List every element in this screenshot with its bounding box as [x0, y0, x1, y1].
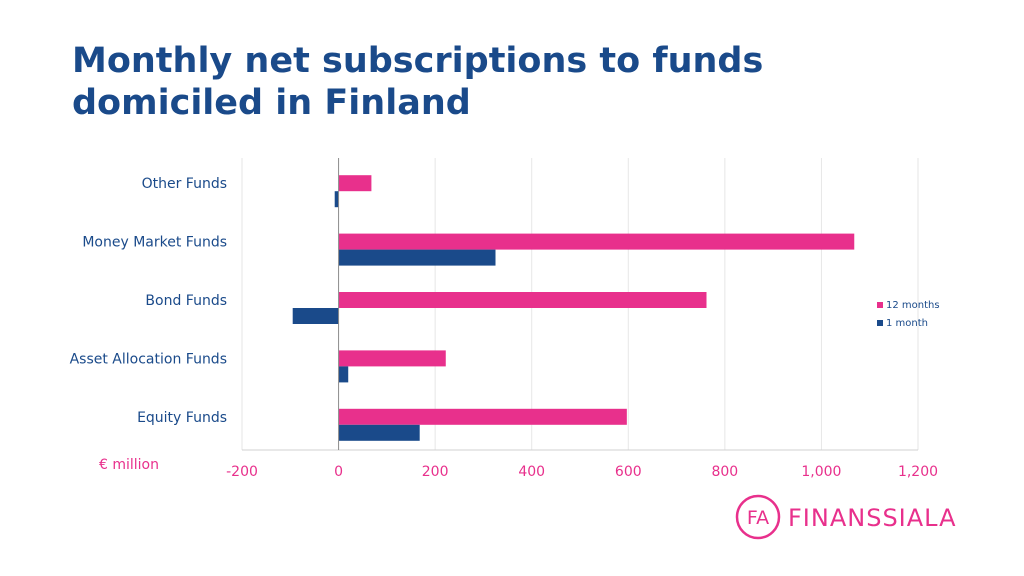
- axes: [242, 158, 918, 451]
- legend-label: 1 month: [886, 318, 928, 329]
- bar-12-months: [338, 408, 627, 425]
- category-label: Money Market Funds: [82, 235, 227, 251]
- bars: [292, 175, 855, 441]
- page-title: Monthly net subscriptions to funds domic…: [72, 40, 763, 124]
- x-tick-label: 1,200: [898, 464, 938, 480]
- logo-mark-text: FA: [747, 507, 769, 529]
- x-tick-label: 800: [711, 464, 738, 480]
- x-tick-label: 0: [334, 464, 343, 480]
- logo-wordmark: FINANSSIALA: [788, 504, 957, 532]
- bar-1-month: [338, 424, 420, 441]
- page-title-line-2: domiciled in Finland: [72, 83, 471, 123]
- bar-12-months: [338, 292, 707, 308]
- x-tick-label: 600: [615, 464, 642, 480]
- bar-1-month: [338, 366, 349, 383]
- bar-1-month: [334, 191, 339, 208]
- bar-12-months: [338, 233, 855, 250]
- bar-12-months: [338, 175, 372, 192]
- finanssiala-logo: FA FINANSSIALA: [734, 493, 974, 543]
- category-label: Bond Funds: [145, 293, 227, 309]
- fa-logo-icon: FA: [735, 494, 781, 540]
- legend-swatch: [877, 320, 883, 326]
- x-tick-label: 200: [422, 464, 449, 480]
- category-label: Asset Allocation Funds: [70, 351, 227, 367]
- axis-labels: Other Funds Money Market Funds Bond Funds A…: [70, 176, 938, 480]
- legend-swatch: [877, 302, 883, 308]
- x-tick-label: 400: [518, 464, 545, 480]
- legend: 12 months 1 month: [877, 300, 940, 329]
- legend-label: 12 months: [886, 300, 940, 311]
- page-title-line-1: Monthly net subscriptions to funds: [72, 41, 764, 81]
- bar-12-months: [338, 350, 446, 367]
- category-label: Other Funds: [142, 176, 227, 192]
- bar-1-month: [338, 249, 496, 266]
- bar-1-month: [292, 308, 339, 324]
- unit-label: € million: [99, 457, 159, 473]
- category-label: Equity Funds: [137, 410, 227, 426]
- x-tick-label: -200: [226, 464, 258, 480]
- x-tick-label: 1,000: [801, 464, 841, 480]
